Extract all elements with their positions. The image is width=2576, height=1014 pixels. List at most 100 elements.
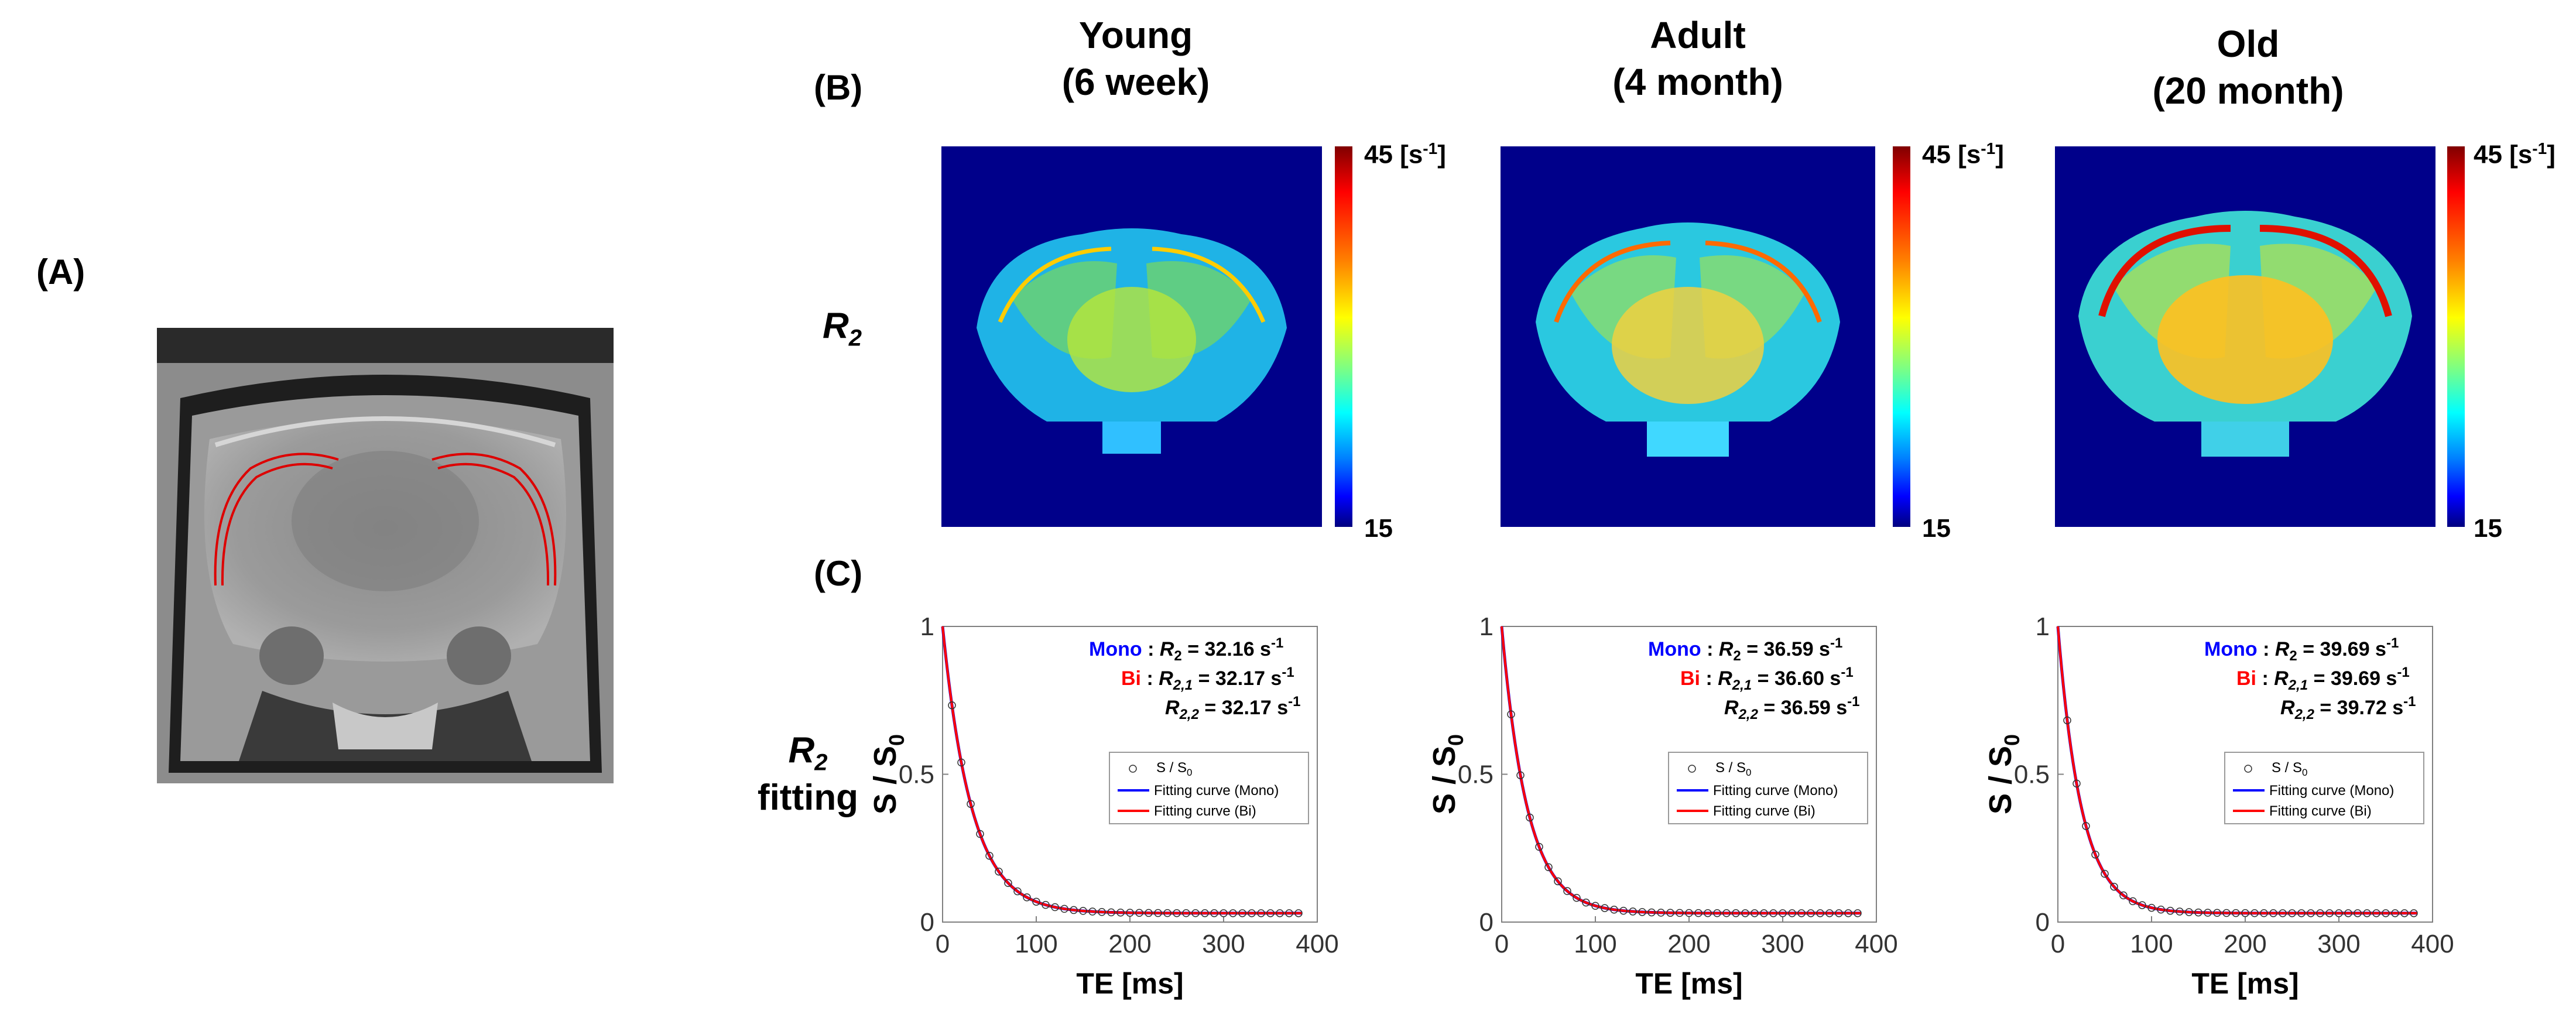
data-point bbox=[1535, 842, 1543, 851]
data-point bbox=[1238, 909, 1246, 917]
data-point bbox=[2147, 903, 2156, 912]
data-point bbox=[1107, 908, 1115, 917]
legend-label-mono: Fitting curve (Mono) bbox=[2269, 783, 2394, 799]
data-point bbox=[2269, 909, 2277, 917]
data-point bbox=[1769, 909, 1777, 917]
column-title-old: Old (20 month) bbox=[2152, 23, 2344, 112]
data-point bbox=[1098, 908, 1106, 916]
data-point bbox=[2194, 908, 2202, 917]
data-point bbox=[2222, 909, 2231, 917]
x-axis-label: TE [ms] bbox=[1076, 967, 1183, 1000]
data-point bbox=[2354, 909, 2362, 917]
data-point bbox=[2250, 909, 2259, 917]
data-point bbox=[1266, 909, 1275, 917]
data-point bbox=[1610, 906, 1618, 914]
data-point bbox=[2101, 869, 2109, 878]
data-point bbox=[2260, 909, 2268, 917]
colorbar-adult bbox=[1893, 146, 1910, 527]
data-point bbox=[1676, 909, 1684, 917]
data-point bbox=[2372, 909, 2380, 917]
data-point bbox=[1023, 893, 1031, 902]
x-tick-label: 100 bbox=[1015, 930, 1057, 958]
legend-label-bi: Fitting curve (Bi) bbox=[1713, 803, 1815, 819]
data-point bbox=[2288, 909, 2296, 917]
data-point bbox=[2204, 909, 2212, 917]
panel-label-a: (A) bbox=[36, 252, 85, 292]
data-point bbox=[2335, 909, 2343, 917]
colorbar-adult-max: 45 [s-1] bbox=[1922, 139, 2004, 169]
y-tick-label: 0.5 bbox=[1458, 760, 1493, 789]
data-point bbox=[2316, 909, 2324, 917]
column-title-young: Young (6 week) bbox=[1061, 14, 1210, 103]
data-point bbox=[1220, 909, 1228, 917]
row-label-r2: R2 bbox=[823, 306, 862, 351]
x-tick-label: 400 bbox=[2411, 930, 2454, 958]
data-point bbox=[2410, 909, 2418, 917]
data-point bbox=[985, 851, 994, 860]
y-tick-label: 0.5 bbox=[899, 760, 934, 789]
data-point bbox=[1516, 771, 1525, 779]
data-point bbox=[1191, 909, 1200, 917]
data-point bbox=[2325, 909, 2334, 917]
data-point bbox=[1760, 909, 1768, 917]
data-point bbox=[2073, 779, 2081, 788]
x-tick-label: 300 bbox=[1202, 930, 1245, 958]
data-point bbox=[2213, 909, 2221, 917]
data-point bbox=[1135, 909, 1143, 917]
data-point bbox=[1276, 909, 1284, 917]
data-point bbox=[1145, 909, 1153, 917]
data-point bbox=[1751, 909, 1759, 917]
data-point bbox=[1257, 909, 1265, 917]
data-point bbox=[995, 867, 1003, 876]
anatomical-mri-image bbox=[157, 328, 614, 783]
fit-curve-bi bbox=[2057, 626, 2418, 914]
legend-label-mono: Fitting curve (Mono) bbox=[1154, 783, 1279, 799]
data-point bbox=[2138, 901, 2146, 909]
data-point bbox=[2082, 822, 2090, 830]
data-point bbox=[2129, 897, 2137, 906]
data-point bbox=[2091, 850, 2099, 859]
r2-fit-chart-adult: 0 100 200 300 400 0 0.5 1 TE [ms] S / S0 Mono : R2… bbox=[1427, 612, 1898, 1000]
data-point bbox=[2297, 909, 2306, 917]
data-point bbox=[1797, 909, 1806, 917]
data-point bbox=[1182, 909, 1190, 917]
roi-left-outline bbox=[214, 453, 339, 586]
data-point bbox=[1079, 907, 1087, 915]
fit-curve-bi bbox=[941, 626, 1303, 914]
x-tick-label: 300 bbox=[2317, 930, 2360, 958]
data-point bbox=[1032, 897, 1040, 906]
data-point bbox=[1013, 887, 1022, 896]
anno-bi-1: Bi : R2,1 = 32.17 s-1 bbox=[1121, 664, 1294, 693]
panel-label-b: (B) bbox=[814, 68, 863, 107]
data-point bbox=[1163, 909, 1171, 917]
row-label-r2-fitting: R2 fitting bbox=[757, 730, 859, 818]
data-point bbox=[1210, 909, 1218, 917]
r2-map-old bbox=[2055, 146, 2435, 527]
data-point bbox=[1126, 909, 1134, 917]
panel-label-c: (C) bbox=[814, 554, 863, 593]
data-point bbox=[976, 830, 984, 838]
data-point bbox=[1563, 887, 1571, 895]
data-point bbox=[2166, 906, 2174, 915]
legend-label-data: S / S0 bbox=[2272, 760, 2308, 778]
anno-mono: Mono : R2 = 39.69 s-1 bbox=[2204, 635, 2399, 664]
fit-curve-bi bbox=[1501, 626, 1862, 914]
x-tick-label: 300 bbox=[1761, 930, 1804, 958]
x-axis-label: TE [ms] bbox=[2191, 967, 2298, 1000]
data-point bbox=[1116, 909, 1125, 917]
y-tick-label: 1 bbox=[920, 612, 934, 641]
data-point bbox=[2400, 909, 2409, 917]
colorbar-young-min: 15 bbox=[1364, 514, 1393, 543]
y-tick-label: 0 bbox=[2036, 908, 2050, 937]
data-point bbox=[1732, 909, 1740, 917]
data-point bbox=[2157, 905, 2165, 914]
data-point bbox=[1657, 909, 1665, 917]
data-point bbox=[1582, 898, 1590, 907]
data-point bbox=[1070, 906, 1078, 914]
data-point bbox=[1526, 813, 1534, 822]
y-axis-label: S / S0 bbox=[868, 734, 909, 814]
data-point bbox=[1816, 909, 1824, 917]
data-point bbox=[2241, 909, 2249, 917]
data-point bbox=[1807, 909, 1815, 917]
data-point bbox=[1638, 908, 1646, 916]
